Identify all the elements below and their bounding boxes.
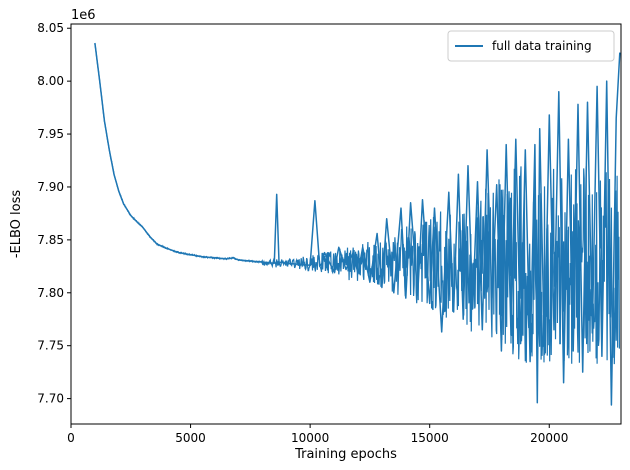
x-tick-label: 20000 (530, 431, 568, 445)
legend-label: full data training (492, 39, 592, 53)
y-tick-label: 7.85 (37, 233, 64, 247)
x-axis: 0 5000 10000 15000 20000 (67, 424, 568, 445)
y-tick-label: 7.95 (37, 127, 64, 141)
y-axis-label: -ELBO loss (9, 190, 24, 259)
x-axis-label: Training epochs (294, 447, 397, 462)
series-noise (94, 43, 620, 365)
y-offset-label: 1e6 (71, 8, 96, 23)
y-tick-label: 8.00 (37, 74, 64, 88)
x-tick-label: 0 (67, 431, 75, 445)
legend-box (447, 30, 615, 62)
y-tick-label: 7.80 (37, 286, 64, 300)
y-tick-label: 7.70 (37, 392, 64, 406)
y-tick-label: 7.90 (37, 180, 64, 194)
legend: full data training (447, 30, 615, 62)
x-tick-label: 15000 (411, 431, 449, 445)
x-tick-label: 5000 (175, 431, 206, 445)
y-tick-label: 7.75 (37, 339, 64, 353)
x-tick-label: 10000 (291, 431, 329, 445)
plot-content (94, 42, 621, 406)
y-axis: 7.70 7.75 7.80 7.85 7.90 7.95 8.00 8.05 (37, 21, 71, 406)
y-tick-label: 8.05 (37, 21, 64, 35)
plot-frame (70, 23, 622, 425)
